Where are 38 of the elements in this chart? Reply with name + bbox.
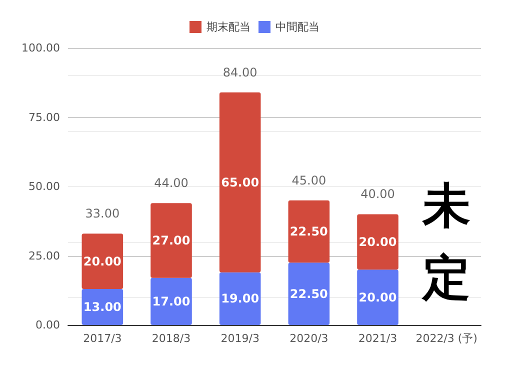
y-tick-label: 25.00 xyxy=(28,249,60,262)
data-label: 65.00 xyxy=(221,175,260,190)
bar xyxy=(82,234,124,289)
x-tick-label: 2019/3 xyxy=(220,332,260,345)
data-label: 22.50 xyxy=(290,224,328,239)
data-label: 13.00 xyxy=(83,300,122,314)
x-tick-label: 2021/3 xyxy=(358,332,398,345)
bar xyxy=(357,270,398,325)
x-tick-label: 2020/3 xyxy=(290,332,328,345)
y-tick-label: 0.00 xyxy=(36,318,60,332)
bar xyxy=(288,200,330,263)
bar xyxy=(357,214,398,270)
bar xyxy=(219,272,261,325)
y-tick-label: 100.00 xyxy=(22,42,60,54)
x-tick-label: 2017/3 xyxy=(83,332,122,345)
data-label: 22.50 xyxy=(290,286,328,301)
annotation: 未定 xyxy=(420,178,471,306)
y-tick-label: 75.00 xyxy=(28,110,60,124)
data-label: 20.00 xyxy=(83,254,122,268)
data-label: 19.00 xyxy=(221,292,260,306)
bar xyxy=(288,262,330,325)
legend-label: 期末配当 xyxy=(206,20,250,34)
x-tick-label: 2018/3 xyxy=(152,332,191,345)
y-tick-label: 50.00 xyxy=(28,180,60,193)
data-label: 20.00 xyxy=(358,234,397,249)
legend-label: 中間配当 xyxy=(276,20,320,34)
data-label: 27.00 xyxy=(152,234,190,248)
x-tick-label: 2022/3 (予) xyxy=(416,332,478,345)
total-label: 44.00 xyxy=(154,176,188,190)
bar xyxy=(150,203,192,278)
total-label: 84.00 xyxy=(222,65,258,80)
bar xyxy=(219,92,261,272)
data-label: 17.00 xyxy=(152,294,190,308)
total-label: 45.00 xyxy=(292,173,326,188)
data-label: 20.00 xyxy=(358,290,397,304)
total-label: 33.00 xyxy=(85,206,120,221)
bar xyxy=(150,278,192,325)
total-label: 40.00 xyxy=(360,187,395,202)
